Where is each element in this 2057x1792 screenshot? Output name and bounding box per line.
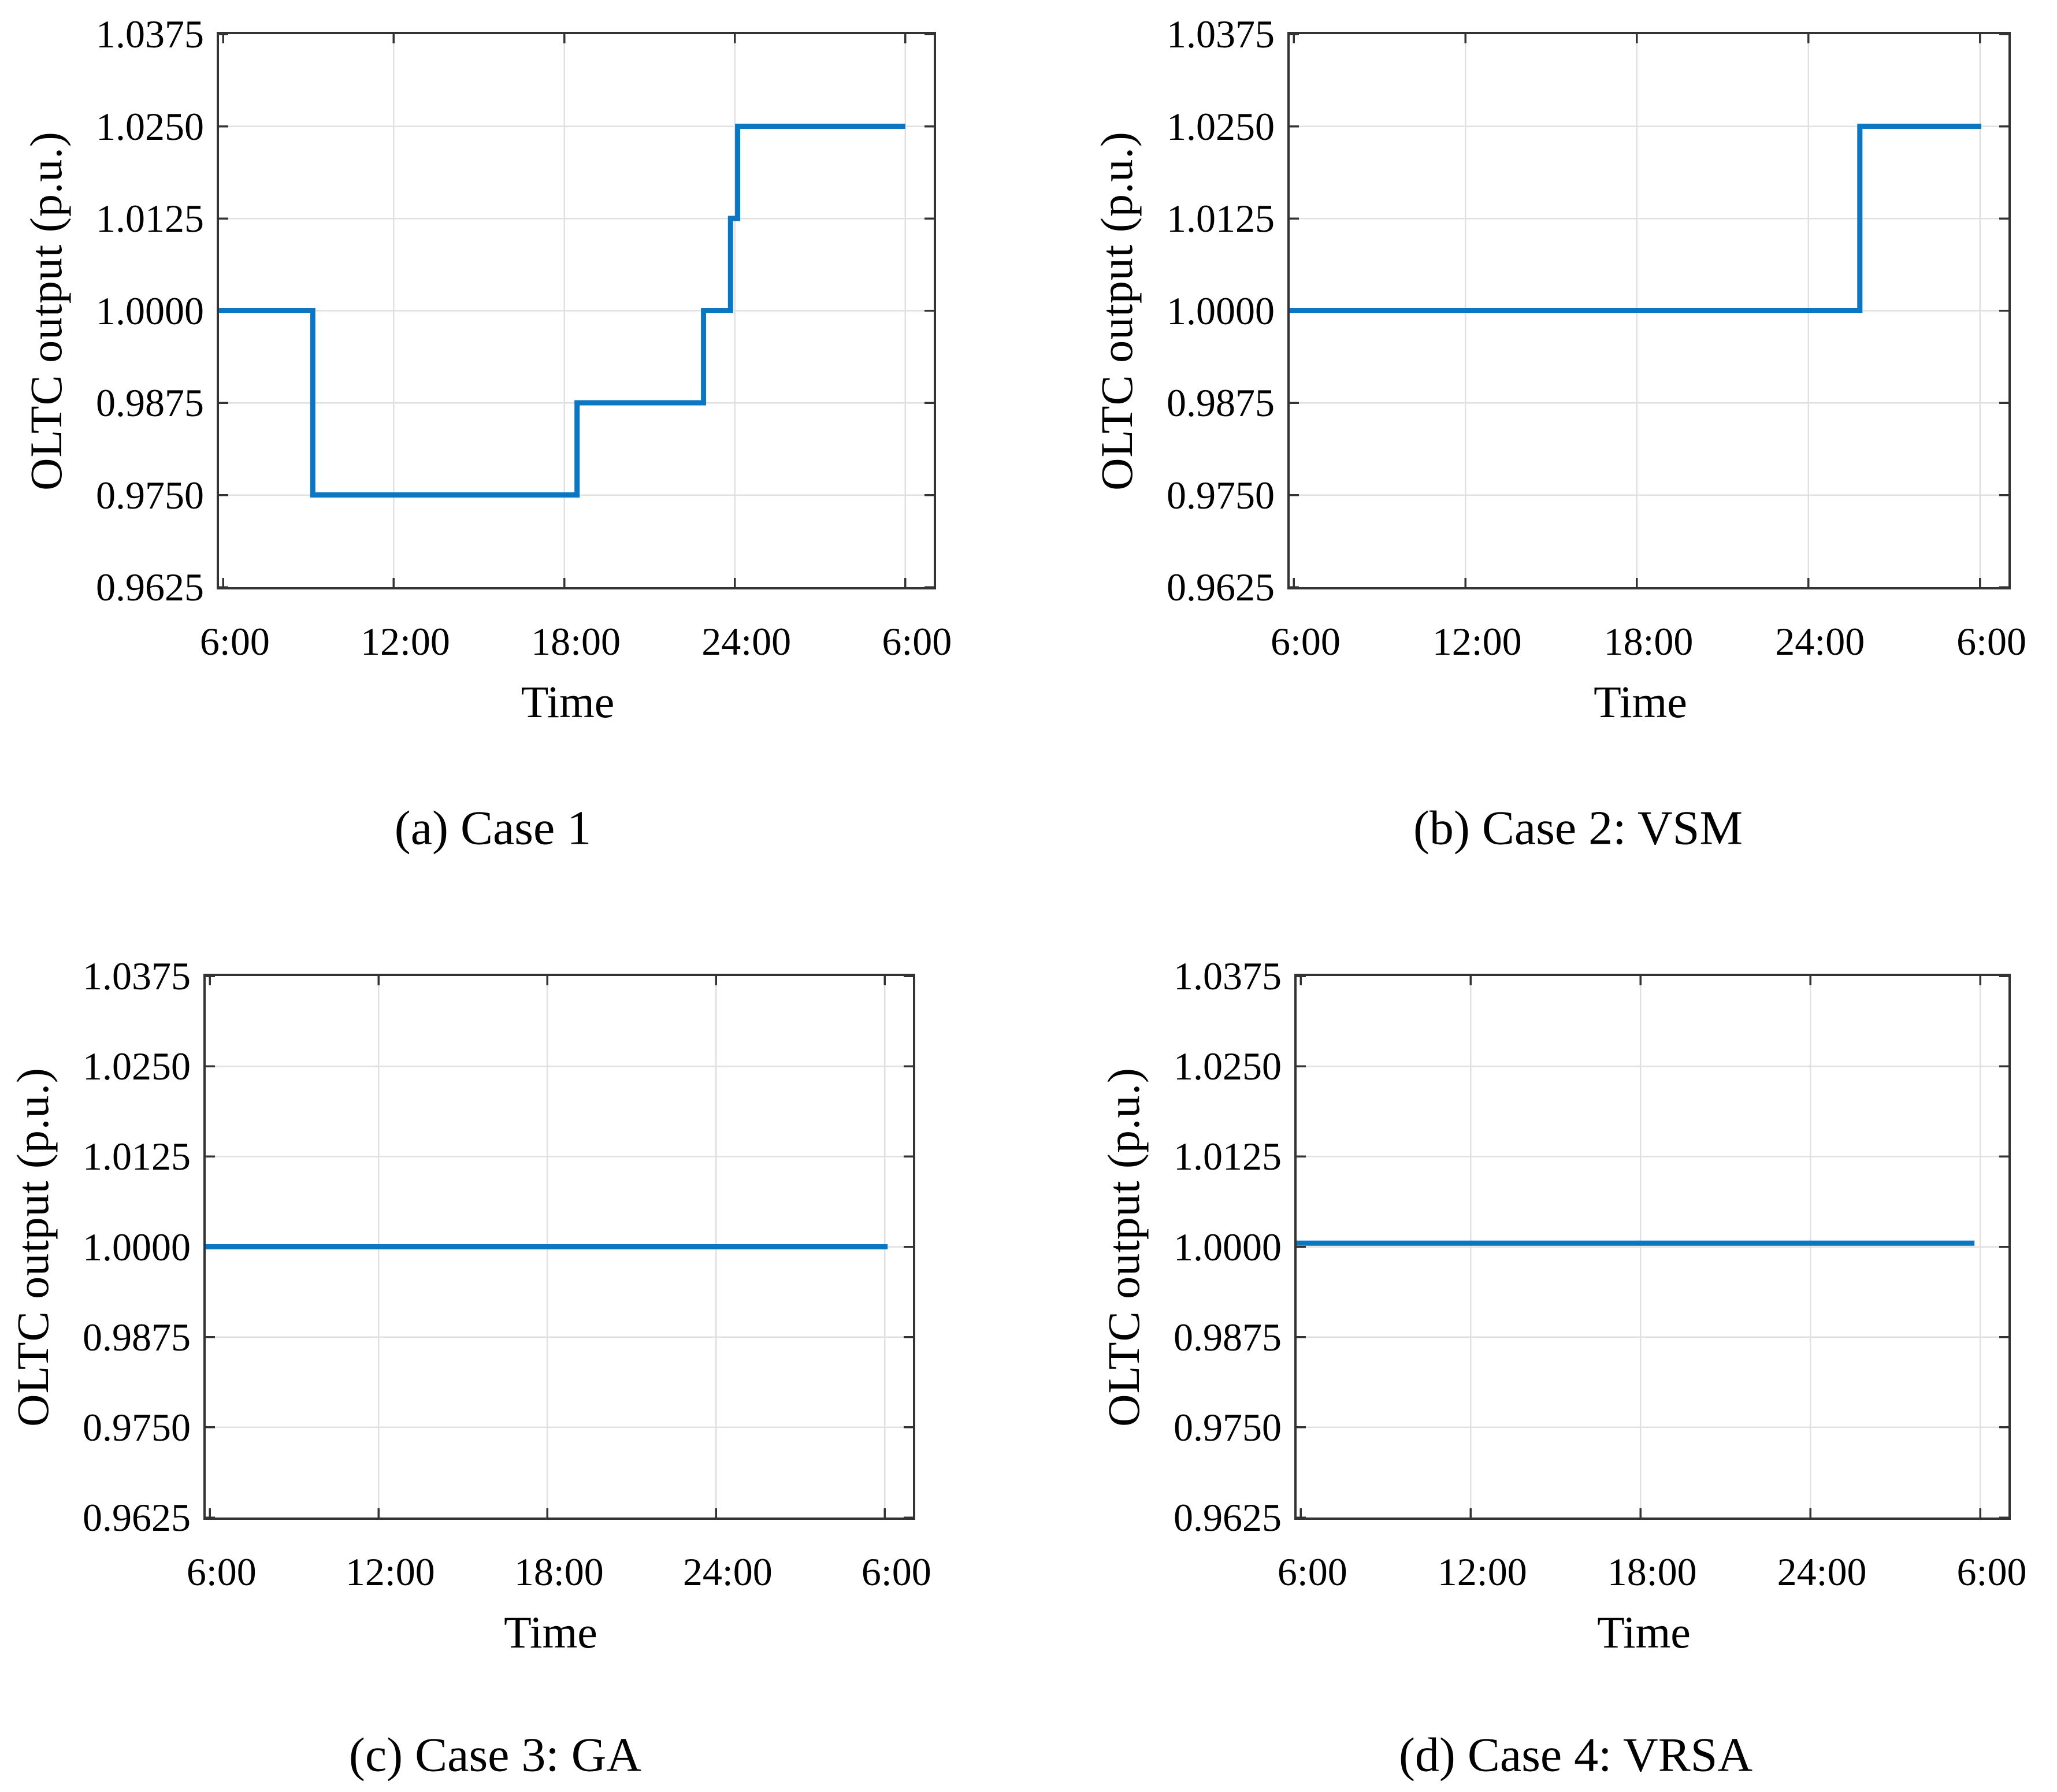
x-tick-label: 24:00 [682, 1550, 773, 1594]
plot-area-case3-ga [203, 974, 915, 1520]
y-tick-label: 1.0250 [1174, 1044, 1282, 1089]
x-axis-label: Time [504, 1607, 597, 1657]
y-tick-label: 1.0125 [1167, 196, 1275, 240]
y-tick-label: 0.9625 [1174, 1496, 1282, 1539]
x-tick-label: 18:00 [1603, 619, 1694, 663]
y-tick-label: 1.0000 [83, 1225, 191, 1269]
x-axis-label: Time [521, 677, 615, 727]
series-line [1290, 124, 1981, 313]
x-tick-label: 12:00 [345, 1550, 435, 1594]
y-tick-label: 1.0000 [1167, 288, 1275, 333]
x-tick-label: 6:00 [861, 1550, 931, 1594]
y-tick-label: 1.0125 [1174, 1134, 1282, 1179]
y-tick-label: 1.0375 [1174, 954, 1282, 998]
x-axis-label: Time [1597, 1607, 1691, 1657]
y-tick-label: 1.0000 [1174, 1225, 1282, 1269]
y-tick-label: 0.9750 [1167, 473, 1275, 517]
x-tick-label: 12:00 [1437, 1550, 1527, 1594]
y-tick-label: 1.0375 [1167, 12, 1275, 56]
y-tick-label: 1.0375 [96, 12, 204, 56]
y-tick-label: 0.9750 [83, 1405, 191, 1449]
y-tick-label: 1.0250 [1167, 104, 1275, 149]
x-tick-label: 24:00 [1775, 619, 1865, 663]
x-tick-label: 6:00 [882, 619, 952, 663]
x-tick-label: 6:00 [186, 1550, 257, 1594]
x-tick-label: 24:00 [701, 619, 792, 663]
x-tick-label: 6:00 [1277, 1550, 1347, 1594]
x-tick-label: 12:00 [1432, 619, 1522, 663]
y-tick-label: 0.9875 [96, 381, 204, 425]
y-tick-label: 0.9625 [1167, 565, 1275, 609]
plot-area-case4-vrsa [1294, 974, 2011, 1520]
x-tick-label: 6:00 [1956, 619, 2026, 663]
x-tick-label: 6:00 [1270, 619, 1341, 663]
subplot-caption-c: (c) Case 3: GA [348, 1728, 642, 1782]
y-axis-label: OLTC output (p.u.) [21, 131, 71, 491]
y-tick-label: 1.0125 [83, 1134, 191, 1179]
x-axis-label: Time [1594, 677, 1687, 727]
y-tick-label: 1.0250 [83, 1044, 191, 1089]
x-tick-label: 18:00 [1607, 1550, 1697, 1594]
x-tick-label: 24:00 [1777, 1550, 1867, 1594]
y-tick-label: 0.9625 [96, 565, 204, 609]
x-tick-label: 6:00 [1956, 1550, 2027, 1594]
subplot-caption-a: (a) Case 1 [394, 801, 592, 855]
x-tick-label: 12:00 [361, 619, 450, 663]
y-tick-label: 1.0125 [96, 196, 204, 240]
y-tick-label: 1.0375 [83, 954, 191, 998]
subplot-caption-d: (d) Case 4: VRSA [1398, 1728, 1753, 1782]
x-tick-label: 18:00 [514, 1550, 604, 1594]
y-tick-label: 0.9750 [1174, 1405, 1282, 1449]
y-tick-label: 1.0000 [96, 288, 204, 333]
x-tick-label: 18:00 [531, 619, 621, 663]
y-tick-label: 0.9875 [1167, 381, 1275, 425]
y-tick-label: 0.9625 [83, 1496, 191, 1539]
y-axis-label: OLTC output (p.u.) [1098, 1067, 1149, 1427]
series-line [219, 124, 905, 498]
y-tick-label: 0.9750 [96, 473, 204, 517]
y-tick-label: 0.9875 [1174, 1315, 1282, 1359]
y-axis-label: OLTC output (p.u.) [8, 1067, 58, 1427]
plot-area-case2-vsm [1287, 32, 2011, 589]
y-axis-label: OLTC output (p.u.) [1091, 131, 1142, 491]
subplot-caption-b: (b) Case 2: VSM [1413, 801, 1743, 855]
y-tick-label: 0.9875 [83, 1315, 191, 1359]
x-tick-label: 6:00 [199, 619, 270, 663]
plot-area-case1 [217, 32, 936, 589]
y-tick-label: 1.0250 [96, 104, 204, 149]
